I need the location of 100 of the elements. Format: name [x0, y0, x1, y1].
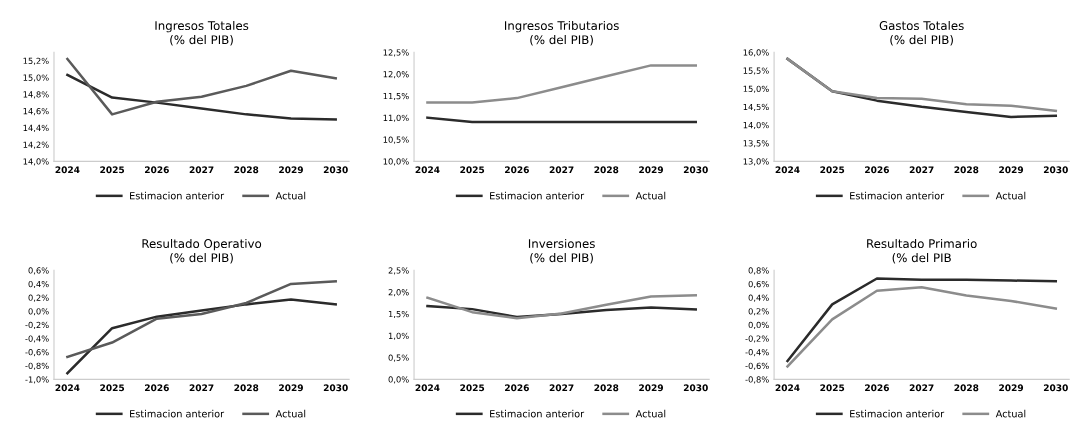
x-tick-label: 2028 [954, 166, 979, 174]
y-tick-label: 0,6% [28, 267, 49, 275]
y-tick-label: 0,2% [28, 294, 49, 302]
y-tick-label: 14,4% [23, 124, 49, 132]
y-tick-label: 15,5% [743, 67, 769, 75]
y-tick-label: 14,0% [743, 121, 769, 130]
x-tick-label: 2026 [865, 384, 890, 392]
x-tick-label: 2027 [909, 384, 934, 392]
x-tick-label: 2024 [55, 166, 80, 174]
x-tick-label: 2025 [460, 166, 485, 174]
line-series [786, 277, 1058, 363]
line-series [66, 298, 337, 375]
line-series [786, 286, 1058, 368]
x-tick-label: 2026 [144, 166, 169, 174]
y-tick-label: 14,2% [23, 141, 49, 149]
y-tick-label: 0,0% [388, 376, 409, 384]
y-tick-label: 0,2% [748, 308, 769, 316]
x-tick-label: 2025 [820, 384, 845, 392]
x-tick-label: 2024 [775, 384, 800, 392]
x-tick-label: 2027 [189, 166, 214, 174]
x-tick-label: 2026 [505, 166, 529, 174]
y-tick-label: 15,0% [743, 85, 769, 93]
legend-label: Actual [635, 191, 666, 200]
x-tick-label: 2024 [415, 384, 440, 392]
y-tick-label: 10,0% [383, 158, 409, 166]
y-tick-label: -0,8% [25, 362, 49, 370]
x-tick-label: 2030 [1043, 384, 1068, 392]
y-tick-label: 14,6% [23, 107, 49, 116]
line-series [66, 279, 337, 359]
legend-label: Actual [275, 409, 306, 418]
line-series [66, 73, 337, 121]
y-tick-label: 0,0% [28, 308, 49, 316]
chart-title: Gastos Totales (% del PIB) [879, 20, 964, 46]
x-tick-label: 2030 [323, 384, 348, 392]
y-tick-label: -1,0% [25, 376, 49, 384]
legend-label: Estimacion anterior [130, 409, 225, 418]
y-tick-label: 0,5% [388, 354, 409, 362]
chart-title: Resultado Primario (% del PIB [867, 238, 977, 264]
x-tick-label: 2026 [144, 384, 169, 392]
y-tick-label: 1,5% [388, 310, 409, 319]
x-tick-label: 2027 [909, 166, 934, 174]
x-tick-label: 2026 [505, 384, 529, 392]
chart-title: Resultado Operativo (% del PIB) [142, 238, 262, 264]
x-tick-label: 2027 [189, 384, 214, 392]
y-tick-label: 14,0% [23, 158, 49, 166]
legend-label: Estimacion anterior [850, 409, 945, 418]
y-tick-label: 14,5% [743, 103, 769, 111]
legend-label: Estimacion anterior [850, 191, 945, 200]
y-tick-label: 14,8% [23, 91, 49, 99]
y-tick-label: 15,2% [23, 57, 49, 65]
x-tick-label: 2030 [323, 166, 348, 174]
x-tick-label: 2027 [549, 384, 574, 392]
x-tick-label: 2025 [100, 384, 125, 392]
y-tick-label: 2,5% [388, 267, 409, 275]
y-tick-label: -0,6% [745, 362, 769, 370]
line-series [66, 57, 337, 116]
x-tick-label: 2028 [594, 166, 619, 174]
chart-title: Inversiones (% del PIB) [528, 238, 595, 264]
legend-label: Actual [635, 409, 666, 418]
legend-label: Estimacion anterior [130, 191, 225, 200]
y-tick-label: 0,4% [28, 280, 49, 289]
y-tick-label: 13,0% [743, 158, 769, 166]
y-tick-label: 2,0% [388, 289, 409, 297]
x-tick-label: 2027 [549, 166, 574, 174]
x-tick-label: 2026 [865, 166, 890, 174]
chart-title: Ingresos Tributarios (% del PIB) [504, 20, 619, 46]
x-tick-label: 2025 [460, 384, 485, 392]
y-tick-label: -0,4% [745, 349, 769, 357]
y-tick-label: -0,4% [25, 335, 49, 343]
legend-label: Estimacion anterior [490, 191, 585, 200]
legend-label: Actual [275, 191, 306, 200]
x-tick-label: 2025 [820, 166, 845, 174]
y-tick-label: 13,5% [743, 140, 769, 148]
y-tick-label: 0,8% [748, 267, 769, 275]
x-tick-label: 2029 [639, 384, 664, 392]
x-tick-label: 2030 [683, 166, 708, 174]
line-series [426, 293, 697, 320]
y-tick-label: -0,6% [25, 349, 49, 357]
legend-label: Actual [995, 191, 1026, 200]
x-tick-label: 2029 [999, 166, 1024, 174]
y-tick-label: 12,0% [383, 71, 409, 79]
y-tick-label: 15,0% [23, 74, 49, 82]
x-tick-label: 2025 [100, 166, 125, 174]
x-tick-label: 2030 [1043, 166, 1068, 174]
x-tick-label: 2024 [775, 166, 800, 174]
x-tick-label: 2028 [954, 384, 979, 392]
y-tick-label: 16,0% [743, 49, 769, 57]
x-tick-label: 2028 [234, 166, 259, 174]
y-tick-label: 10,5% [383, 136, 409, 144]
y-tick-label: -0,8% [745, 376, 769, 384]
x-tick-label: 2029 [999, 384, 1024, 392]
x-tick-label: 2029 [279, 384, 303, 392]
y-tick-label: -0,2% [745, 335, 769, 343]
y-tick-label: 0,0% [748, 321, 769, 329]
legend-label: Actual [995, 409, 1026, 418]
y-tick-label: 11,5% [383, 92, 409, 101]
y-tick-label: -0,2% [25, 321, 49, 329]
x-tick-label: 2028 [594, 384, 619, 392]
x-tick-label: 2029 [279, 166, 303, 174]
line-series [426, 64, 697, 104]
